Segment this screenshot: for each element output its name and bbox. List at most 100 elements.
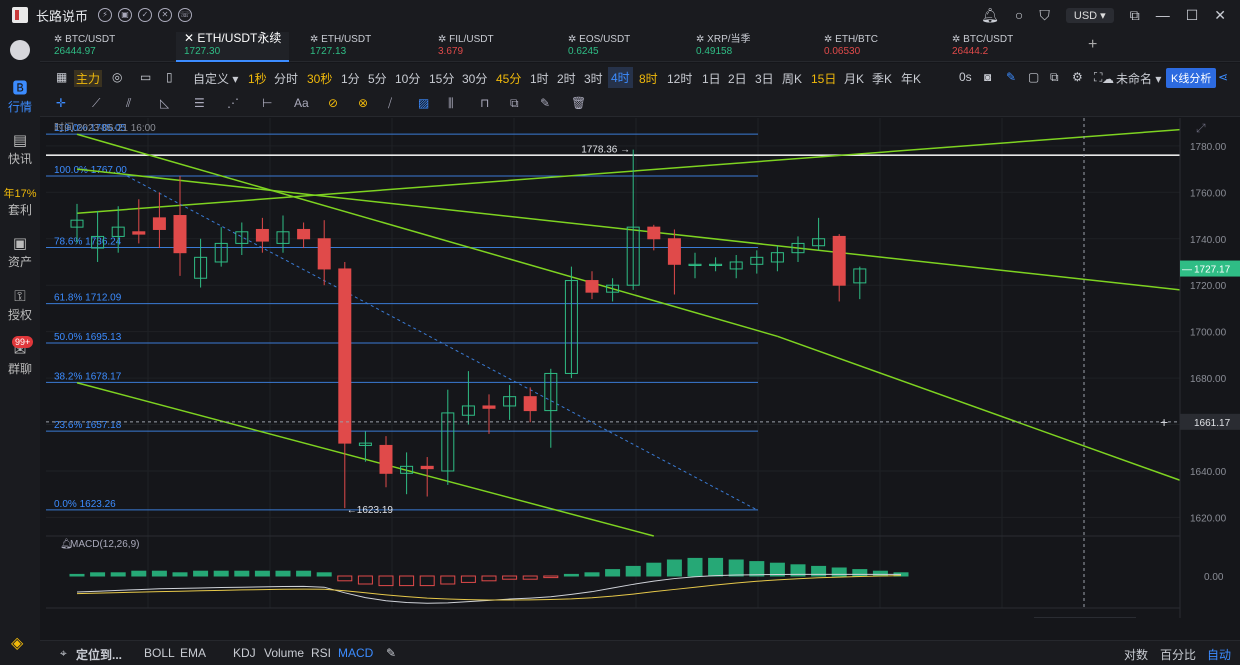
brush-icon[interactable]: ▨ xyxy=(418,96,430,110)
broadcast-icon[interactable]: ▣ xyxy=(118,8,133,22)
trash-icon[interactable]: 🗑︎ xyxy=(571,96,587,110)
ticker-tab[interactable]: ✲ XRP/当季 0.49158 xyxy=(696,34,751,57)
edit-indicator-icon[interactable]: ✎ xyxy=(386,646,397,660)
tools-icon[interactable]: ✕ xyxy=(158,8,173,22)
tf-1h[interactable]: 1时 xyxy=(530,72,549,86)
line-icon[interactable]: ⟋ xyxy=(92,96,101,110)
pattern-icon[interactable]: ⫼ xyxy=(448,96,454,110)
expand-icon[interactable]: ⤢ xyxy=(1195,121,1206,135)
tf-year[interactable]: 年K xyxy=(901,72,922,86)
lock-icon[interactable]: ⊓ xyxy=(480,96,490,110)
search-icon[interactable]: ○ xyxy=(1014,7,1024,23)
tf-1d[interactable]: 1日 xyxy=(702,72,721,86)
tf-quarter[interactable]: 季K xyxy=(872,72,893,86)
indicator-rsi[interactable]: RSI xyxy=(311,646,332,660)
currency-select[interactable]: USD ▾ xyxy=(1065,7,1114,23)
percent-scale-button[interactable]: 百分比 xyxy=(1160,648,1197,662)
tf-3d[interactable]: 3日 xyxy=(755,72,774,86)
ticker-tab[interactable]: ✲ EOS/USDT 0.6245 xyxy=(568,34,631,57)
tf-1s[interactable]: 1秒 xyxy=(248,72,267,86)
sidebar-item-assets[interactable]: ▣ 资产 xyxy=(0,235,40,270)
minimize-icon[interactable]: — xyxy=(1155,7,1170,23)
indicator-ema[interactable]: EMA xyxy=(180,646,207,660)
parallel-icon[interactable]: ⫽ xyxy=(126,96,132,110)
auto-scale-button[interactable]: 自动 xyxy=(1207,648,1232,662)
sidebar-item-auth[interactable]: ⚿ 授权 xyxy=(0,288,40,323)
indicator-volume[interactable]: Volume xyxy=(264,646,305,660)
tf-8h[interactable]: 8时 xyxy=(639,72,658,86)
ticker-tab[interactable]: ✲ BTC/USDT 26444.2 xyxy=(952,34,1014,57)
angle-icon[interactable]: ◺ xyxy=(160,96,170,110)
share-icon[interactable]: ⋖ xyxy=(1218,70,1229,84)
tf-45m[interactable]: 45分 xyxy=(496,72,522,86)
gear-icon[interactable]: ⚙ xyxy=(1072,70,1083,84)
fullscreen-icon[interactable]: ⛶ xyxy=(1094,70,1103,84)
indicator-boll[interactable]: BOLL xyxy=(144,646,175,660)
maximize-icon[interactable]: ☐ xyxy=(1185,6,1199,23)
bell-icon[interactable]: 🔔︎ xyxy=(981,6,999,23)
ticker-tab[interactable]: ✲ BTC/USDT 26444.97 xyxy=(54,34,116,57)
tf-15d[interactable]: 15日 xyxy=(811,72,837,86)
ticker-tab[interactable]: ✲ FIL/USDT 3.679 xyxy=(438,34,494,57)
copy-icon[interactable]: ⧉ xyxy=(510,96,519,110)
layers-icon[interactable]: ⧉ xyxy=(1050,70,1059,84)
tf-week[interactable]: 周K xyxy=(782,72,803,86)
pencil-icon[interactable]: ✎ xyxy=(1006,70,1017,84)
tf-3h[interactable]: 3时 xyxy=(584,72,603,86)
tf-2d[interactable]: 2日 xyxy=(728,72,747,86)
diamond-icon[interactable]: ◈ xyxy=(11,635,24,652)
phone-icon[interactable]: ☏ xyxy=(178,8,193,22)
flash-icon[interactable]: ⚡ xyxy=(98,8,113,22)
ticker-tab[interactable]: ✲ ETH/BTC 0.06530 xyxy=(824,34,878,57)
circle-fib-icon[interactable]: ⊗ xyxy=(358,96,369,110)
template-select[interactable]: ☁ 未命名 ▾ xyxy=(1102,72,1162,86)
tf-15m[interactable]: 15分 xyxy=(429,72,455,86)
ticker-tab[interactable]: ✲ ETH/USDT 1727.13 xyxy=(310,34,372,57)
indicator-macd[interactable]: MACD xyxy=(338,646,374,660)
tf-30m[interactable]: 30分 xyxy=(462,72,488,86)
tf-custom[interactable]: 自定义 ▾ xyxy=(193,72,239,86)
note-icon[interactable]: ✎ xyxy=(540,96,551,110)
avatar[interactable] xyxy=(10,40,30,60)
kline-analysis-button[interactable]: K线分析 xyxy=(1166,68,1217,88)
tf-10m[interactable]: 10分 xyxy=(395,72,421,86)
tf-1m[interactable]: 1分 xyxy=(341,72,360,86)
ruler-icon[interactable]: ⧸ xyxy=(388,96,393,110)
check-icon[interactable]: ✓ xyxy=(138,8,153,22)
sidebar-item-news[interactable]: ▤ 快讯 xyxy=(0,132,40,167)
tf-12h[interactable]: 12时 xyxy=(667,72,693,86)
close-icon[interactable]: ✕ xyxy=(1214,6,1226,23)
tf-5m[interactable]: 5分 xyxy=(368,72,387,86)
add-tab-icon[interactable]: + xyxy=(1088,36,1098,53)
camera-icon[interactable]: ◙ xyxy=(984,70,992,84)
sidebar-item-market[interactable]: 🅱︎ 行情 xyxy=(0,80,40,115)
tf-2h[interactable]: 2时 xyxy=(557,72,576,86)
text-icon[interactable]: Aa xyxy=(294,96,309,110)
indicator-kdj[interactable]: KDJ xyxy=(233,646,256,660)
indicator-icon[interactable]: ◎ xyxy=(112,70,123,84)
locate-button[interactable]: 定位到... xyxy=(76,648,123,662)
calendar-icon[interactable]: ▭ xyxy=(140,70,152,84)
sidebar-toggle-icon[interactable]: ▯ xyxy=(166,70,173,84)
hlines-icon[interactable]: ☰ xyxy=(194,96,205,110)
cursor-icon[interactable]: ✛ xyxy=(56,96,67,110)
fib-icon[interactable]: ⊘ xyxy=(328,96,339,110)
tf-line[interactable]: 分时 xyxy=(274,72,299,86)
sidebar-item-arbitrage[interactable]: 年17% 套利 xyxy=(3,188,37,217)
tf-main[interactable]: 主力 xyxy=(74,70,103,87)
log-scale-button[interactable]: 对数 xyxy=(1124,648,1149,662)
tf-30s[interactable]: 30秒 xyxy=(307,72,333,86)
sidebar-item-chat[interactable]: 99+ ✉ 群聊 xyxy=(0,336,40,377)
ticker-tab-active[interactable]: ✕ ETH/USDT永续 1727.30 xyxy=(176,32,290,62)
layout-icon[interactable]: ▦ xyxy=(56,70,68,84)
comment-icon[interactable]: ▢ xyxy=(1028,70,1040,84)
candle-body xyxy=(482,405,496,409)
shirt-icon[interactable]: ⛉ xyxy=(1039,6,1050,23)
locate-pin-icon[interactable]: ⌖ xyxy=(60,646,67,660)
export-icon[interactable]: ⧉ xyxy=(1129,6,1140,23)
tf-4h[interactable]: 4时 xyxy=(608,67,633,88)
wave-icon[interactable]: ⋰ xyxy=(227,96,239,110)
tf-month[interactable]: 月K xyxy=(844,72,865,86)
ruler-tool-icon[interactable]: ⊢ xyxy=(262,96,273,110)
